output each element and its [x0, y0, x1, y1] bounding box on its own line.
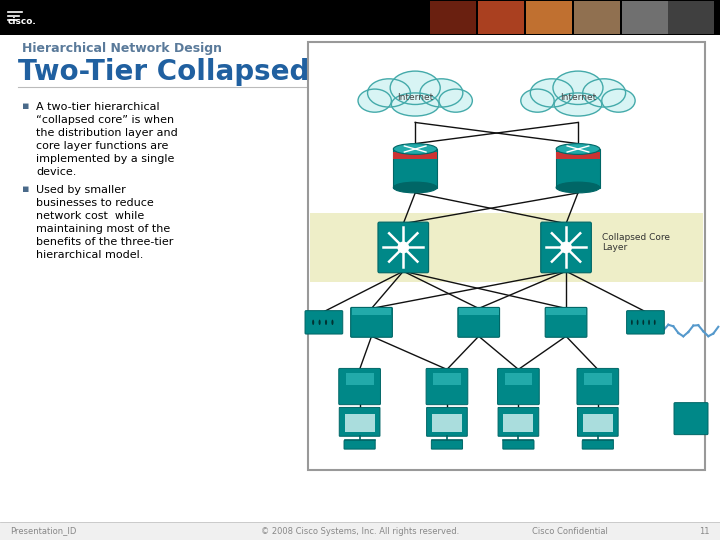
- Ellipse shape: [325, 320, 327, 325]
- FancyBboxPatch shape: [346, 373, 374, 385]
- Ellipse shape: [582, 79, 626, 107]
- FancyBboxPatch shape: [339, 408, 380, 436]
- FancyBboxPatch shape: [582, 414, 613, 432]
- Text: Two-Tier Collapsed Core Design: Two-Tier Collapsed Core Design: [18, 58, 508, 86]
- Text: Internet: Internet: [397, 93, 433, 102]
- Ellipse shape: [521, 89, 554, 112]
- FancyBboxPatch shape: [344, 441, 375, 449]
- FancyBboxPatch shape: [674, 403, 708, 435]
- FancyBboxPatch shape: [351, 308, 392, 315]
- FancyBboxPatch shape: [426, 408, 467, 436]
- Ellipse shape: [367, 79, 410, 107]
- Text: maintaining most of the: maintaining most of the: [36, 224, 170, 234]
- Ellipse shape: [420, 79, 463, 107]
- Text: network cost  while: network cost while: [36, 211, 144, 221]
- FancyBboxPatch shape: [430, 1, 476, 34]
- Text: cisco.: cisco.: [8, 17, 37, 26]
- Text: the distribution layer and: the distribution layer and: [36, 128, 178, 138]
- Ellipse shape: [642, 320, 644, 325]
- FancyBboxPatch shape: [431, 441, 462, 449]
- FancyBboxPatch shape: [458, 307, 500, 338]
- Text: benefits of the three-tier: benefits of the three-tier: [36, 237, 174, 247]
- FancyBboxPatch shape: [0, 0, 720, 35]
- Ellipse shape: [648, 320, 650, 325]
- Text: businesses to reduce: businesses to reduce: [36, 198, 154, 208]
- FancyBboxPatch shape: [393, 149, 437, 187]
- Ellipse shape: [602, 89, 635, 112]
- Ellipse shape: [556, 182, 600, 193]
- Ellipse shape: [393, 144, 437, 154]
- Ellipse shape: [654, 320, 656, 325]
- Text: Collapsed Core
Layer: Collapsed Core Layer: [602, 233, 670, 252]
- Ellipse shape: [398, 242, 408, 253]
- Ellipse shape: [331, 320, 333, 325]
- FancyBboxPatch shape: [345, 414, 374, 432]
- FancyBboxPatch shape: [393, 152, 437, 159]
- FancyBboxPatch shape: [626, 310, 665, 334]
- FancyBboxPatch shape: [577, 368, 618, 404]
- FancyBboxPatch shape: [546, 308, 586, 315]
- Text: Cisco Confidential: Cisco Confidential: [532, 526, 608, 536]
- Ellipse shape: [318, 320, 320, 325]
- Text: Presentation_ID: Presentation_ID: [10, 526, 76, 536]
- FancyBboxPatch shape: [351, 307, 392, 338]
- Text: core layer functions are: core layer functions are: [36, 141, 168, 151]
- FancyBboxPatch shape: [574, 1, 620, 34]
- Ellipse shape: [636, 320, 639, 325]
- Ellipse shape: [312, 320, 314, 325]
- Ellipse shape: [554, 93, 602, 116]
- FancyBboxPatch shape: [498, 408, 539, 436]
- Ellipse shape: [531, 79, 573, 107]
- FancyBboxPatch shape: [310, 213, 703, 282]
- FancyBboxPatch shape: [433, 373, 461, 385]
- FancyBboxPatch shape: [505, 373, 532, 385]
- Text: ▪: ▪: [22, 101, 30, 111]
- FancyBboxPatch shape: [432, 414, 462, 432]
- FancyBboxPatch shape: [526, 1, 572, 34]
- FancyBboxPatch shape: [503, 414, 534, 432]
- FancyBboxPatch shape: [668, 1, 714, 34]
- FancyBboxPatch shape: [545, 307, 587, 338]
- Ellipse shape: [553, 71, 603, 104]
- FancyBboxPatch shape: [622, 1, 668, 34]
- FancyBboxPatch shape: [584, 373, 612, 385]
- Text: 11: 11: [700, 526, 710, 536]
- Text: © 2008 Cisco Systems, Inc. All rights reserved.: © 2008 Cisco Systems, Inc. All rights re…: [261, 526, 459, 536]
- Text: hierarchical model.: hierarchical model.: [36, 250, 143, 260]
- Ellipse shape: [556, 144, 600, 154]
- FancyBboxPatch shape: [577, 408, 618, 436]
- FancyBboxPatch shape: [339, 368, 380, 404]
- FancyBboxPatch shape: [503, 441, 534, 449]
- Text: Hierarchical Network Design: Hierarchical Network Design: [22, 42, 222, 55]
- Ellipse shape: [393, 182, 437, 193]
- Text: implemented by a single: implemented by a single: [36, 154, 174, 164]
- Text: Used by smaller: Used by smaller: [36, 185, 126, 195]
- FancyBboxPatch shape: [478, 1, 524, 34]
- FancyBboxPatch shape: [556, 152, 600, 159]
- Ellipse shape: [439, 89, 472, 112]
- FancyBboxPatch shape: [308, 42, 705, 470]
- FancyBboxPatch shape: [556, 149, 600, 187]
- Text: A two-tier hierarchical: A two-tier hierarchical: [36, 102, 160, 112]
- FancyBboxPatch shape: [541, 222, 591, 273]
- FancyBboxPatch shape: [426, 368, 468, 404]
- Text: Internet: Internet: [560, 93, 596, 102]
- FancyBboxPatch shape: [498, 368, 539, 404]
- Text: “collapsed core” is when: “collapsed core” is when: [36, 115, 174, 125]
- Text: ▪: ▪: [22, 184, 30, 194]
- Ellipse shape: [561, 242, 571, 253]
- Text: device.: device.: [36, 167, 76, 177]
- FancyBboxPatch shape: [582, 441, 613, 449]
- Ellipse shape: [631, 320, 633, 325]
- FancyBboxPatch shape: [459, 308, 498, 315]
- Ellipse shape: [358, 89, 392, 112]
- FancyBboxPatch shape: [0, 0, 720, 522]
- FancyBboxPatch shape: [378, 222, 428, 273]
- FancyBboxPatch shape: [305, 310, 343, 334]
- Ellipse shape: [390, 71, 440, 104]
- Ellipse shape: [392, 93, 439, 116]
